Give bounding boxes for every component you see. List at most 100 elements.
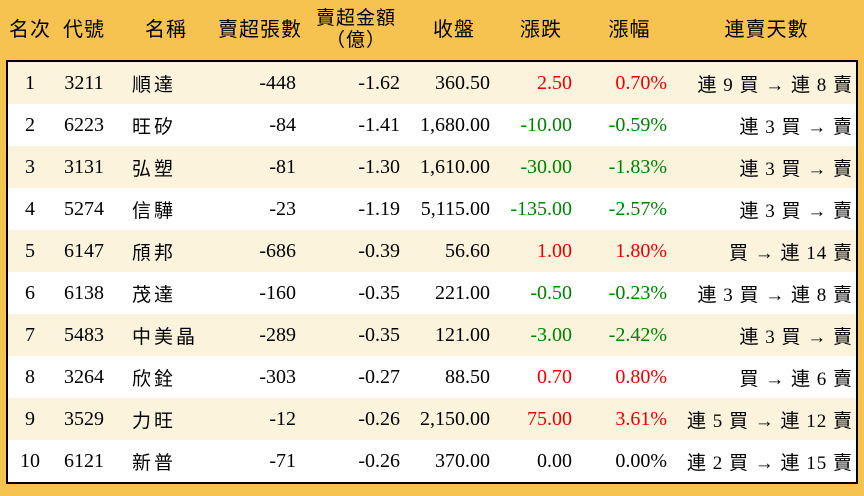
cell-sell-amount: -0.26 (358, 449, 400, 472)
cell-stock-code: 3131 (64, 155, 104, 178)
col-header-sell-amount-line2: （億） (325, 30, 386, 51)
cell-sell-volume: -448 (259, 71, 296, 94)
cell-streak: 連 9 買 → 連 8 賣 (697, 74, 853, 96)
cell-close-price: 360.50 (435, 71, 490, 94)
cell-rank: 6 (25, 281, 35, 304)
cell-streak: 連 3 買 → 賣 (739, 200, 853, 222)
cell-rank: 1 (25, 71, 35, 94)
cell-change-pct: -2.57% (608, 197, 667, 220)
table-row: 6 6138 茂達 -160 -0.35 221.00 -0.50 -0.23%… (8, 272, 856, 314)
cell-change: 0.00 (537, 449, 572, 472)
cell-change-pct: 0.70% (615, 71, 667, 94)
cell-sell-amount: -1.62 (358, 71, 400, 94)
cell-stock-name: 新普 (132, 452, 177, 474)
stock-table: 1 3211 順達 -448 -1.62 360.50 2.50 0.70% 連… (6, 60, 858, 484)
cell-sell-amount: -1.41 (358, 113, 400, 136)
col-header-change: 漲跌 (520, 19, 562, 41)
col-header-rank: 名次 (9, 19, 51, 41)
cell-sell-volume: -160 (259, 281, 296, 304)
table-header-row: 名次 代號 名稱 賣超張數 賣超金額 （億） 收盤 漲跌 漲幅 連賣天數 (0, 0, 864, 60)
col-header-close: 收盤 (433, 19, 475, 41)
cell-sell-amount: -0.39 (358, 239, 400, 262)
cell-sell-amount: -0.35 (358, 281, 400, 304)
cell-change: -135.00 (510, 197, 572, 220)
cell-stock-name: 旺矽 (132, 116, 177, 138)
cell-sell-volume: -289 (259, 323, 296, 346)
cell-sell-volume: -303 (259, 365, 296, 388)
table-row: 5 6147 頎邦 -686 -0.39 56.60 1.00 1.80% 買 … (8, 230, 856, 272)
cell-sell-amount: -0.27 (358, 365, 400, 388)
cell-change: -0.50 (530, 281, 572, 304)
cell-streak: 買 → 連 6 賣 (739, 368, 853, 390)
cell-change: 1.00 (537, 239, 572, 262)
col-header-streak: 連賣天數 (724, 19, 809, 41)
cell-sell-amount: -1.19 (358, 197, 400, 220)
cell-change-pct: -1.83% (608, 155, 667, 178)
col-header-name: 名稱 (145, 19, 187, 41)
cell-stock-code: 3529 (64, 407, 104, 430)
cell-change: -3.00 (530, 323, 572, 346)
cell-stock-code: 5274 (64, 197, 104, 220)
cell-change-pct: 0.00% (615, 449, 667, 472)
cell-change-pct: -0.23% (608, 281, 667, 304)
cell-rank: 7 (25, 323, 35, 346)
cell-close-price: 1,680.00 (420, 113, 490, 136)
cell-stock-name: 弘塑 (132, 158, 177, 180)
cell-change-pct: -0.59% (608, 113, 667, 136)
table-row: 7 5483 中美晶 -289 -0.35 121.00 -3.00 -2.42… (8, 314, 856, 356)
cell-rank: 5 (25, 239, 35, 262)
cell-sell-amount: -1.30 (358, 155, 400, 178)
table-row: 4 5274 信驊 -23 -1.19 5,115.00 -135.00 -2.… (8, 188, 856, 230)
cell-change: -30.00 (520, 155, 572, 178)
cell-stock-name: 欣銓 (132, 368, 177, 390)
cell-close-price: 56.60 (445, 239, 490, 262)
cell-stock-name: 順達 (132, 74, 177, 96)
cell-close-price: 370.00 (435, 449, 490, 472)
cell-change-pct: 1.80% (615, 239, 667, 262)
cell-change: -10.00 (520, 113, 572, 136)
cell-stock-code: 6147 (64, 239, 104, 262)
cell-sell-volume: -12 (269, 407, 296, 430)
table-row: 9 3529 力旺 -12 -0.26 2,150.00 75.00 3.61%… (8, 398, 856, 440)
cell-sell-amount: -0.26 (358, 407, 400, 430)
table-row: 10 6121 新普 -71 -0.26 370.00 0.00 0.00% 連… (8, 440, 856, 482)
cell-stock-code: 6223 (64, 113, 104, 136)
col-header-code: 代號 (63, 19, 105, 41)
cell-streak: 連 3 買 → 賣 (739, 326, 853, 348)
cell-streak: 連 3 買 → 賣 (739, 158, 853, 180)
cell-stock-code: 3264 (64, 365, 104, 388)
cell-rank: 4 (25, 197, 35, 220)
cell-rank: 2 (25, 113, 35, 136)
cell-close-price: 121.00 (435, 323, 490, 346)
table-row: 8 3264 欣銓 -303 -0.27 88.50 0.70 0.80% 買 … (8, 356, 856, 398)
cell-sell-amount: -0.35 (358, 323, 400, 346)
cell-stock-code: 6121 (64, 449, 104, 472)
cell-streak: 連 5 買 → 連 12 賣 (686, 410, 853, 432)
cell-sell-volume: -71 (269, 449, 296, 472)
cell-change: 0.70 (537, 365, 572, 388)
cell-rank: 3 (25, 155, 35, 178)
cell-rank: 10 (20, 449, 40, 472)
col-header-sell-amount-line1: 賣超金額 (315, 8, 396, 29)
cell-sell-volume: -84 (269, 113, 296, 136)
cell-change-pct: 3.61% (615, 407, 667, 430)
cell-stock-name: 中美晶 (132, 326, 199, 348)
cell-change: 2.50 (537, 71, 572, 94)
cell-close-price: 5,115.00 (420, 197, 490, 220)
cell-close-price: 88.50 (445, 365, 490, 388)
cell-close-price: 1,610.00 (420, 155, 490, 178)
table-row: 2 6223 旺矽 -84 -1.41 1,680.00 -10.00 -0.5… (8, 104, 856, 146)
cell-streak: 買 → 連 14 賣 (728, 242, 853, 264)
cell-rank: 8 (25, 365, 35, 388)
cell-change-pct: 0.80% (615, 365, 667, 388)
col-header-sell-amount: 賣超金額 （億） (304, 8, 408, 52)
cell-stock-code: 3211 (64, 71, 104, 94)
cell-stock-code: 5483 (64, 323, 104, 346)
table-row: 1 3211 順達 -448 -1.62 360.50 2.50 0.70% 連… (8, 62, 856, 104)
cell-streak: 連 3 買 → 賣 (739, 116, 853, 138)
cell-stock-code: 6138 (64, 281, 104, 304)
col-header-change-pct: 漲幅 (608, 19, 651, 41)
cell-streak: 連 3 買 → 連 8 賣 (697, 284, 853, 306)
cell-close-price: 221.00 (435, 281, 490, 304)
cell-stock-name: 信驊 (132, 200, 177, 222)
